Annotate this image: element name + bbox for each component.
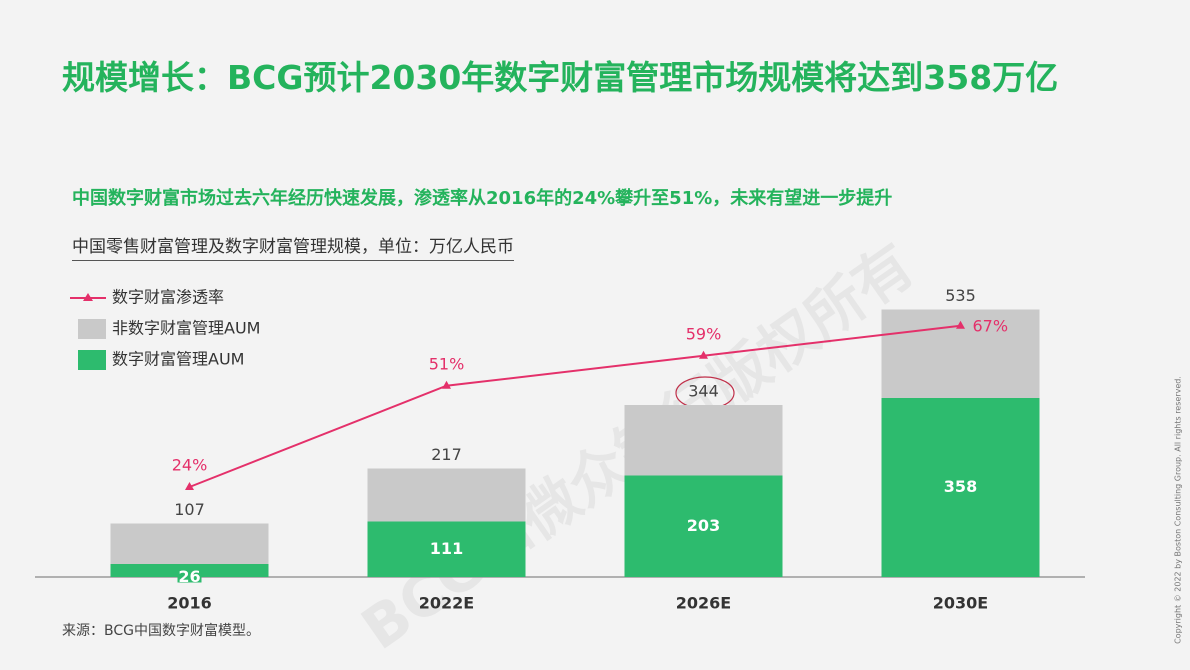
- bar-segment: [367, 521, 526, 577]
- legend-marker: [83, 293, 93, 301]
- line-marker: [699, 350, 708, 359]
- value-label: 111: [430, 539, 463, 558]
- copyright: Copyright © 2022 by Boston Consulting Gr…: [1174, 376, 1183, 644]
- bar-segment: [367, 468, 526, 522]
- value-label: 59%: [686, 324, 722, 343]
- value-label: 203: [687, 516, 720, 535]
- bar-segment: [624, 405, 783, 476]
- source: 来源：BCG中国数字财富模型。: [62, 623, 260, 639]
- subtitle: 中国数字财富市场过去六年经历快速发展，渗透率从2016年的24%攀升至51%，未…: [72, 188, 893, 209]
- value-label: 24%: [172, 456, 208, 475]
- legend-swatch: [78, 319, 106, 339]
- line-marker: [442, 380, 451, 389]
- bar-segment: [881, 398, 1040, 577]
- legend-swatch: [78, 350, 106, 370]
- bar-segment: [110, 523, 269, 564]
- x-tick-label: 2022E: [419, 594, 474, 613]
- value-label: 67%: [973, 316, 1009, 335]
- line-marker: [185, 482, 194, 490]
- legend-label: 非数字财富管理AUM: [112, 319, 260, 338]
- legend-label: 数字财富管理AUM: [112, 350, 244, 369]
- legend-label: 数字财富渗透率: [112, 288, 224, 307]
- line: [189, 324, 961, 488]
- value-label: 358: [944, 477, 977, 496]
- value-label: 26: [178, 567, 200, 586]
- x-tick-label: 2026E: [676, 594, 731, 613]
- total-label: 217: [431, 445, 462, 464]
- title: 规模增长：BCG预计2030年数字财富管理市场规模将达到358万亿: [62, 58, 1059, 97]
- value-label: 51%: [429, 354, 465, 373]
- bar-segment: [624, 475, 783, 577]
- total-label: 535: [945, 286, 976, 305]
- total-label: 107: [174, 500, 205, 519]
- line-marker: [956, 320, 965, 329]
- x-tick-label: 2016: [167, 594, 212, 613]
- total-label: 344: [688, 382, 719, 401]
- x-tick-label: 2030E: [933, 594, 988, 613]
- unit-label: 中国零售财富管理及数字财富管理规模，单位：万亿人民币: [72, 232, 514, 261]
